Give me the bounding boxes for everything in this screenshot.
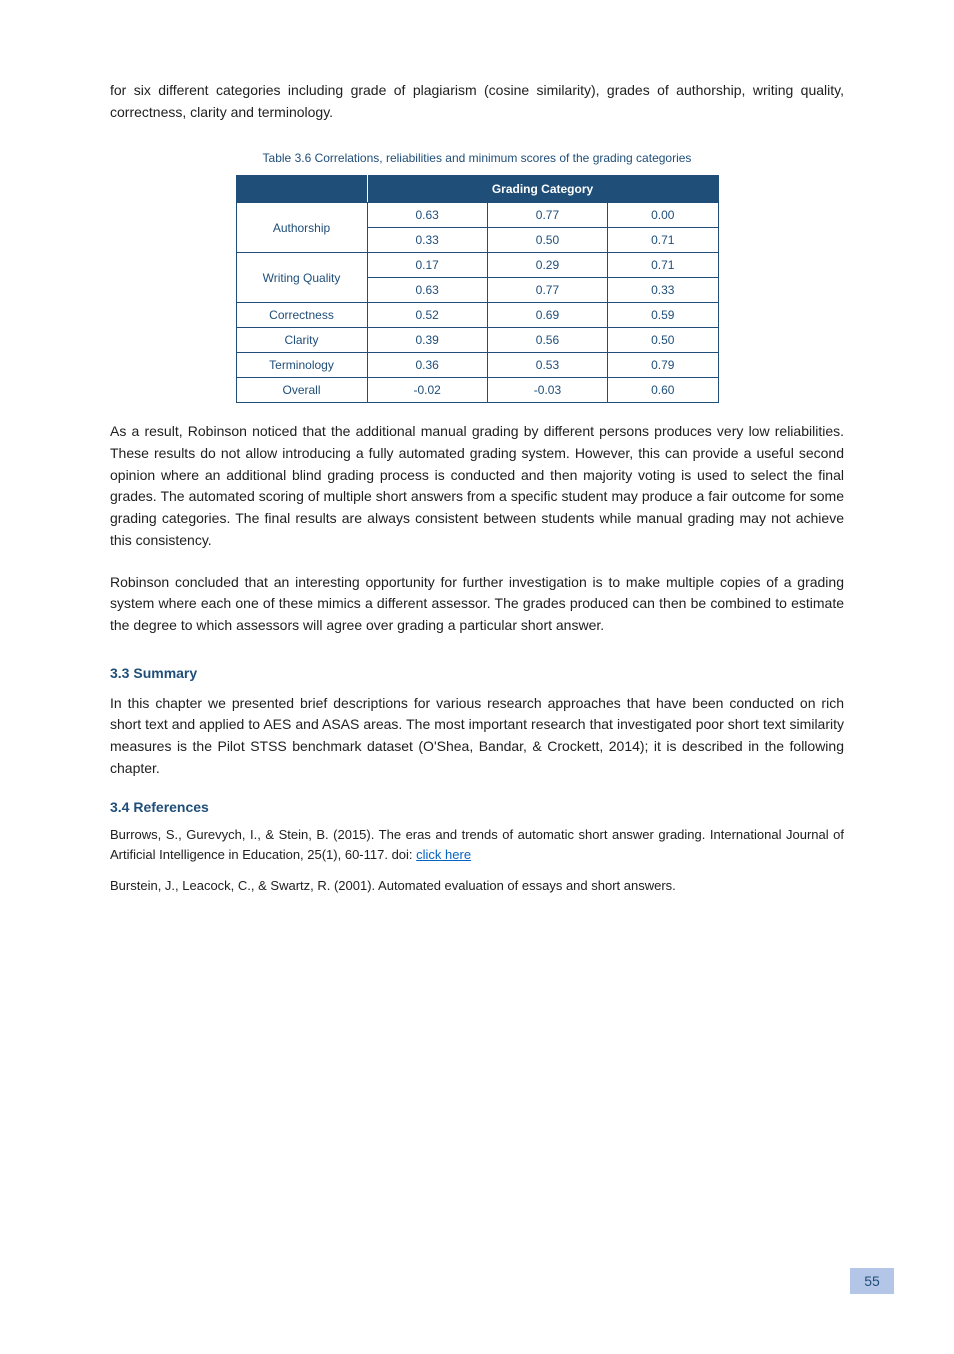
table-row-label: Overall	[236, 378, 367, 403]
references-list: Burrows, S., Gurevych, I., & Stein, B. (…	[110, 825, 844, 896]
table-caption: Table 3.6 Correlations, reliabilities an…	[110, 151, 844, 165]
table-row-label: Writing Quality	[236, 253, 367, 303]
table-cell: 0.71	[608, 228, 718, 253]
table-cell: 0.17	[367, 253, 487, 278]
intro-paragraph: for six different categories including g…	[110, 80, 844, 123]
table-cell: 0.50	[487, 228, 607, 253]
reference-text: Burrows, S., Gurevych, I., & Stein, B. (…	[110, 827, 844, 862]
table-cell: 0.39	[367, 328, 487, 353]
table-cell: 0.52	[367, 303, 487, 328]
page-number: 55	[864, 1273, 880, 1289]
table-cell: 0.71	[608, 253, 718, 278]
table-row-label: Terminology	[236, 353, 367, 378]
table-cell: 0.29	[487, 253, 607, 278]
table-cell: 0.69	[487, 303, 607, 328]
table-cell: 0.77	[487, 203, 607, 228]
table-row-label: Clarity	[236, 328, 367, 353]
table-row-label: Correctness	[236, 303, 367, 328]
reference-text: Burstein, J., Leacock, C., & Swartz, R. …	[110, 878, 676, 893]
table-cell: 0.33	[367, 228, 487, 253]
table-cell: 0.56	[487, 328, 607, 353]
body-paragraph-2: Robinson concluded that an interesting o…	[110, 572, 844, 637]
reference-entry: Burstein, J., Leacock, C., & Swartz, R. …	[110, 876, 844, 896]
table-cell: -0.03	[487, 378, 607, 403]
reference-entry: Burrows, S., Gurevych, I., & Stein, B. (…	[110, 825, 844, 864]
table-header-row: Grading Category	[236, 176, 718, 203]
table-row: Terminology0.360.530.79	[236, 353, 718, 378]
table-cell: 0.59	[608, 303, 718, 328]
table-cell: 0.63	[367, 203, 487, 228]
table-cell: 0.50	[608, 328, 718, 353]
section-heading-references: 3.4 References	[110, 799, 844, 815]
table-cell: 0.60	[608, 378, 718, 403]
page-number-badge: 55	[850, 1268, 894, 1294]
section-heading-summary: 3.3 Summary	[110, 665, 844, 681]
table-row: Overall-0.02-0.030.60	[236, 378, 718, 403]
table-header-empty	[236, 176, 367, 203]
table-row: Clarity0.390.560.50	[236, 328, 718, 353]
grading-table: Grading Category Authorship0.630.770.000…	[236, 175, 719, 403]
reference-link[interactable]: click here	[416, 847, 471, 862]
table-cell: 0.36	[367, 353, 487, 378]
table-row: Writing Quality0.170.290.71	[236, 253, 718, 278]
table-cell: -0.02	[367, 378, 487, 403]
table-cell: 0.33	[608, 278, 718, 303]
table-cell: 0.00	[608, 203, 718, 228]
summary-paragraph: In this chapter we presented brief descr…	[110, 693, 844, 780]
table-row-label: Authorship	[236, 203, 367, 253]
table-row: Correctness0.520.690.59	[236, 303, 718, 328]
table-header-group: Grading Category	[367, 176, 718, 203]
table-cell: 0.77	[487, 278, 607, 303]
body-paragraph-1: As a result, Robinson noticed that the a…	[110, 421, 844, 551]
table-row: Authorship0.630.770.00	[236, 203, 718, 228]
table-cell: 0.53	[487, 353, 607, 378]
document-page: for six different categories including g…	[0, 0, 954, 1354]
table-cell: 0.79	[608, 353, 718, 378]
table-cell: 0.63	[367, 278, 487, 303]
